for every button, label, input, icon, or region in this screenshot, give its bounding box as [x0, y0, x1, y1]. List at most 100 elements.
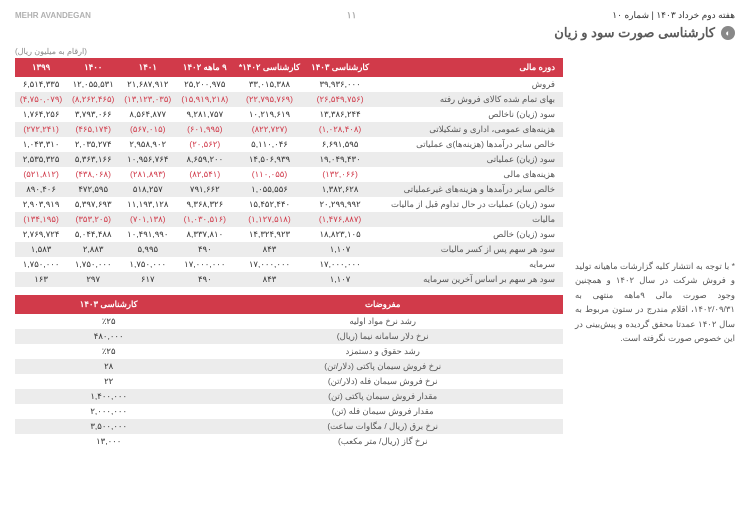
cell-value: (۷۰۱,۱۳۸)	[119, 212, 176, 227]
cell-value: ۲۸	[15, 359, 202, 374]
cell-value: ۱۴,۵۰۶,۹۳۹	[233, 152, 305, 167]
table-row: رشد نرخ مواد اولیه٪۲۵	[15, 314, 563, 329]
table-row: مالیات(۱,۴۷۶,۸۸۷)(۱,۱۲۷,۵۱۸)(۱,۰۳۰,۵۱۶)(…	[15, 212, 563, 227]
table-row: سود هر سهم بر اساس آخرین سرمایه۱,۱۰۷۸۴۳۴…	[15, 272, 563, 287]
header-right: هفته دوم خرداد ۱۴۰۳ | شماره ۱۰	[612, 10, 735, 21]
cell-value: (۲۷۲,۲۴۱)	[15, 122, 67, 137]
row-label: خالص سایر درآمدها (هزینه‌ها)ی عملیاتی	[374, 137, 563, 152]
cell-value: (۴۳۸,۰۶۸)	[67, 167, 119, 182]
row-label: نرخ فروش سیمان پاکتی (دلار/تن)	[202, 359, 563, 374]
page-title: کارشناسی صورت سود و زیان	[554, 25, 715, 41]
cell-value: ۱,۵۸۳	[15, 242, 67, 257]
cell-value: ۸,۳۳۷,۸۱۰	[176, 227, 233, 242]
row-label: سود هر سهم پس از کسر مالیات	[374, 242, 563, 257]
table-row: رشد حقوق و دستمزد٪۲۵	[15, 344, 563, 359]
cell-value: (۸۲۲,۷۲۷)	[233, 122, 305, 137]
cell-value: ۲۹۷	[67, 272, 119, 287]
cell-value: (۲۶,۵۴۹,۷۵۶)	[306, 92, 375, 107]
document-icon: ◐	[721, 26, 735, 40]
cell-value: ۱,۷۶۴,۲۵۶	[15, 107, 67, 122]
title-row: ◐ کارشناسی صورت سود و زیان	[15, 25, 735, 41]
unit-label: (ارقام به میلیون ریال)	[15, 47, 563, 56]
cell-value: ۱۱,۱۹۳,۱۲۸	[119, 197, 176, 212]
cell-value: ۸,۶۵۹,۲۰۰	[176, 152, 233, 167]
table-row: خالص سایر درآمدها و هزینه‌های غیرعملیاتی…	[15, 182, 563, 197]
cell-value: ۱۵,۴۵۲,۴۴۰	[233, 197, 305, 212]
cell-value: ۶۱۷	[119, 272, 176, 287]
cell-value: ۵,۳۹۷,۶۹۳	[67, 197, 119, 212]
cell-value: ۱,۷۵۰,۰۰۰	[15, 257, 67, 272]
cell-value: (۵۲۱,۸۱۲)	[15, 167, 67, 182]
row-label: سود (زیان) عملیات در حال تداوم قبل از ما…	[374, 197, 563, 212]
cell-value: ۴۹۰	[176, 272, 233, 287]
header-page: ۱۱	[347, 10, 357, 21]
cell-value: ۳۳,۰۱۵,۳۸۸	[233, 77, 305, 92]
cell-value: ۶,۶۹۱,۵۹۵	[306, 137, 375, 152]
cell-value: ۵,۱۱۰,۰۴۶	[233, 137, 305, 152]
table-row: هزینه‌های عمومی، اداری و تشکیلاتی(۱,۰۲۸,…	[15, 122, 563, 137]
cell-value: ۲,۹۵۸,۹۰۲	[119, 137, 176, 152]
cell-value: ۱۶۳	[15, 272, 67, 287]
table-row: نرخ فروش سیمان پاکتی (دلار/تن)۲۸	[15, 359, 563, 374]
footnote: * با توجه به انتشار کلیه گزارشات ماهیانه…	[575, 259, 735, 346]
row-label: هزینه‌های عمومی، اداری و تشکیلاتی	[374, 122, 563, 137]
assumptions-table: مفروضاتکارشناسی ۱۴۰۳ رشد نرخ مواد اولیه٪…	[15, 295, 563, 449]
cell-value: ۱۷,۰۰۰,۰۰۰	[233, 257, 305, 272]
cell-value: ۱۰,۲۱۹,۶۱۹	[233, 107, 305, 122]
row-label: رشد حقوق و دستمزد	[202, 344, 563, 359]
row-label: بهای تمام شده کالای فروش رفته	[374, 92, 563, 107]
row-label: نرخ فروش سیمان فله (دلار/تن)	[202, 374, 563, 389]
table-row: سود (زیان) عملیاتی۱۹,۰۴۹,۴۳۰۱۴,۵۰۶,۹۳۹۸,…	[15, 152, 563, 167]
row-label: سود (زیان) ناخالص	[374, 107, 563, 122]
cell-value: (۱۳۴,۱۹۵)	[15, 212, 67, 227]
column-header: مفروضات	[202, 295, 563, 314]
cell-value: (۱۳۲,۰۶۶)	[306, 167, 375, 182]
cell-value: ۳,۵۰۰,۰۰۰	[15, 419, 202, 434]
cell-value: ٪۲۵	[15, 314, 202, 329]
row-label: فروش	[374, 77, 563, 92]
row-label: مقدار فروش سیمان پاکتی (تن)	[202, 389, 563, 404]
cell-value: ۱۹,۰۴۹,۴۳۰	[306, 152, 375, 167]
table-row: فروش۳۹,۹۳۶,۰۰۰۳۳,۰۱۵,۳۸۸۲۵,۲۰۰,۹۷۵۲۱,۶۸۷…	[15, 77, 563, 92]
row-label: مالیات	[374, 212, 563, 227]
column-header: کارشناسی ۱۴۰۲*	[233, 58, 305, 77]
cell-value: (۵۶۷,۰۱۵)	[119, 122, 176, 137]
cell-value: ۸۴۳	[233, 242, 305, 257]
cell-value: ۳۹,۹۳۶,۰۰۰	[306, 77, 375, 92]
row-label: سود (زیان) عملیاتی	[374, 152, 563, 167]
cell-value: (۱,۰۳۰,۵۱۶)	[176, 212, 233, 227]
cell-value: ۱۳,۰۰۰	[15, 434, 202, 449]
row-label: سرمایه	[374, 257, 563, 272]
cell-value: (۴,۷۵۰,۰۷۹)	[15, 92, 67, 107]
cell-value: ۴۷۲,۵۹۵	[67, 182, 119, 197]
cell-value: (۱,۱۲۷,۵۱۸)	[233, 212, 305, 227]
cell-value: ۴۹۰	[176, 242, 233, 257]
column-header: کارشناسی ۱۴۰۳	[15, 295, 202, 314]
column-header: ۱۴۰۰	[67, 58, 119, 77]
table-row: بهای تمام شده کالای فروش رفته(۲۶,۵۴۹,۷۵۶…	[15, 92, 563, 107]
cell-value: ۲۰,۲۹۹,۹۹۲	[306, 197, 375, 212]
row-label: نرخ دلار سامانه نیما (ریال)	[202, 329, 563, 344]
row-label: مقدار فروش سیمان فله (تن)	[202, 404, 563, 419]
row-label: نرخ گاز (ریال/ متر مکعب)	[202, 434, 563, 449]
cell-value: ۱,۱۰۷	[306, 242, 375, 257]
cell-value: ۵۱۸,۲۵۷	[119, 182, 176, 197]
cell-value: (۲۲,۷۹۵,۷۶۹)	[233, 92, 305, 107]
table-row: نرخ گاز (ریال/ متر مکعب)۱۳,۰۰۰	[15, 434, 563, 449]
cell-value: ۹,۲۸۱,۷۵۷	[176, 107, 233, 122]
row-label: رشد نرخ مواد اولیه	[202, 314, 563, 329]
table-row: مقدار فروش سیمان پاکتی (تن)۱,۴۰۰,۰۰۰	[15, 389, 563, 404]
cell-value: ۱,۰۴۳,۳۱۰	[15, 137, 67, 152]
cell-value: ۲۵,۲۰۰,۹۷۵	[176, 77, 233, 92]
cell-value: (۸۲,۵۴۱)	[176, 167, 233, 182]
cell-value: ۱۲,۰۵۵,۵۳۱	[67, 77, 119, 92]
cell-value: ۱۳,۳۸۶,۲۴۴	[306, 107, 375, 122]
table-row: نرخ فروش سیمان فله (دلار/تن)۲۲	[15, 374, 563, 389]
table-row: سود (زیان) عملیات در حال تداوم قبل از ما…	[15, 197, 563, 212]
table-row: سود هر سهم پس از کسر مالیات۱,۱۰۷۸۴۳۴۹۰۵,…	[15, 242, 563, 257]
cell-value: ۶,۵۱۴,۳۳۵	[15, 77, 67, 92]
cell-value: ۹,۳۶۸,۳۲۶	[176, 197, 233, 212]
row-label: هزینه‌های مالی	[374, 167, 563, 182]
page-header: هفته دوم خرداد ۱۴۰۳ | شماره ۱۰ ۱۱ MEHR A…	[15, 10, 735, 21]
row-label: نرخ برق (ریال / مگاوات ساعت)	[202, 419, 563, 434]
